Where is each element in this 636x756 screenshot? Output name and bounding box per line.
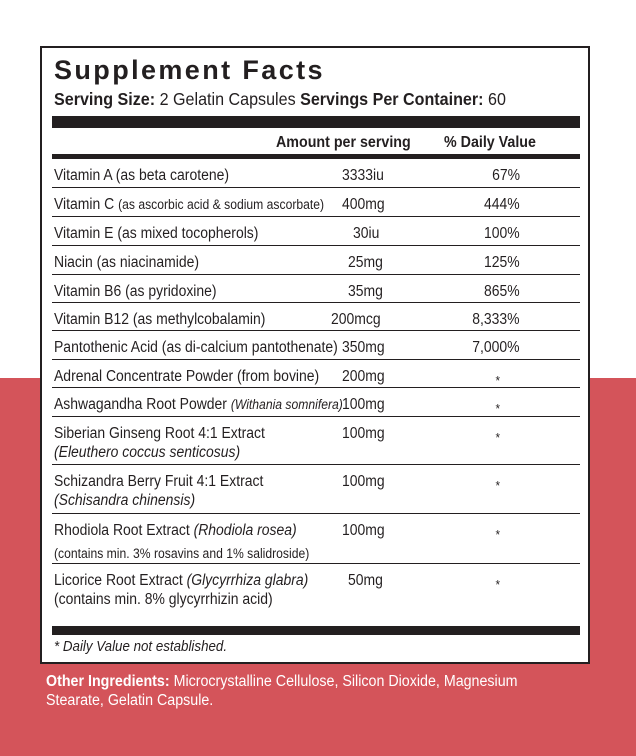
nutrient-name: Rhodiola Root Extract (Rhodiola rosea) — [54, 522, 297, 539]
nutrient-amount: 200mg — [342, 368, 385, 385]
nutrient-amount: 50mg — [348, 572, 383, 589]
servings-per-container-value: 60 — [483, 89, 506, 109]
table-row: Adrenal Concentrate Powder (from bovine)… — [52, 360, 580, 388]
nutrient-amount: 25mg — [348, 254, 383, 271]
table-row: Schizandra Berry Fruit 4:1 Extract (Schi… — [52, 465, 580, 514]
table-row: Vitamin B12 (as methylcobalamin) 200mcg … — [52, 303, 580, 331]
other-ingredients: Other Ingredients: Microcrystalline Cell… — [46, 672, 561, 710]
nutrient-amount: 100mg — [342, 425, 385, 442]
top-divider-bar — [52, 116, 580, 128]
table-row: Vitamin A (as beta carotene) 3333iu 67% — [52, 159, 580, 188]
nutrient-name: Vitamin C (as ascorbic acid & sodium asc… — [54, 196, 325, 213]
nutrient-daily-value: 7,000% — [472, 339, 520, 356]
nutrient-note: (contains min. 8% glycyrrhizin acid) — [54, 591, 273, 608]
servings-per-container-label: Servings Per Container: — [300, 89, 484, 109]
nutrient-daily-value: 100% — [484, 225, 520, 242]
table-row: Siberian Ginseng Root 4:1 Extract (Eleut… — [52, 417, 580, 465]
nutrient-daily-value: * — [495, 373, 500, 388]
nutrient-note: (contains min. 3% rosavins and 1% salidr… — [54, 546, 310, 561]
daily-value-column-header: % Daily Value — [444, 134, 536, 151]
nutrient-amount: 3333iu — [342, 167, 384, 184]
nutrient-name: Siberian Ginseng Root 4:1 Extract — [54, 425, 265, 442]
supplement-facts-panel: Supplement Facts Serving Size: 2 Gelatin… — [40, 46, 590, 664]
nutrient-daily-value: * — [495, 430, 500, 445]
nutrient-name: Vitamin B6 (as pyridoxine) — [54, 283, 217, 300]
nutrient-name: Schizandra Berry Fruit 4:1 Extract — [54, 473, 264, 490]
other-ingredients-text: Microcrystalline Cellulose, Silicon Diox… — [46, 673, 518, 709]
nutrient-amount: 100mg — [342, 396, 385, 413]
nutrient-daily-value: 125% — [484, 254, 520, 271]
serving-info: Serving Size: 2 Gelatin Capsules Serving… — [54, 88, 506, 110]
nutrient-name: Ashwagandha Root Powder (Withania somnif… — [54, 396, 343, 413]
amount-column-header: Amount per serving — [276, 134, 411, 151]
table-row: Niacin (as niacinamide) 25mg 125% — [52, 246, 580, 275]
table-row: Rhodiola Root Extract (Rhodiola rosea) (… — [52, 514, 580, 564]
serving-size-value: 2 Gelatin Capsules — [155, 89, 301, 109]
nutrient-name: Vitamin E (as mixed tocopherols) — [54, 225, 259, 242]
nutrient-name: Vitamin B12 (as methylcobalamin) — [54, 311, 266, 328]
header-divider-bar — [52, 154, 580, 159]
nutrient-amount: 35mg — [348, 283, 383, 300]
serving-size-label: Serving Size: — [54, 89, 156, 109]
nutrient-daily-value: * — [495, 527, 500, 542]
nutrient-name: Niacin (as niacinamide) — [54, 254, 199, 271]
table-row: Vitamin E (as mixed tocopherols) 30iu 10… — [52, 217, 580, 246]
table-row: Vitamin C (as ascorbic acid & sodium asc… — [52, 188, 580, 217]
nutrient-amount: 100mg — [342, 522, 385, 539]
nutrient-daily-value: 8,333% — [472, 311, 520, 328]
panel-title: Supplement Facts — [54, 55, 325, 85]
nutrient-daily-value: * — [495, 577, 500, 592]
nutrient-daily-value: * — [495, 401, 500, 416]
nutrient-name: Vitamin A (as beta carotene) — [54, 167, 230, 184]
table-row: Pantothenic Acid (as di-calcium pantothe… — [52, 331, 580, 360]
nutrient-daily-value: * — [495, 478, 500, 493]
table-row: Vitamin B6 (as pyridoxine) 35mg 865% — [52, 275, 580, 303]
nutrient-amount: 400mg — [342, 196, 385, 213]
nutrient-amount: 100mg — [342, 473, 385, 490]
nutrient-name: Licorice Root Extract (Glycyrrhiza glabr… — [54, 572, 309, 589]
nutrient-daily-value: 67% — [492, 167, 520, 184]
nutrient-botanical-name: (Schisandra chinensis) — [54, 492, 196, 509]
table-row: Ashwagandha Root Powder (Withania somnif… — [52, 388, 580, 417]
nutrient-amount: 30iu — [353, 225, 380, 242]
nutrient-daily-value: 865% — [484, 283, 520, 300]
nutrient-daily-value: 444% — [484, 196, 520, 213]
table-row: Licorice Root Extract (Glycyrrhiza glabr… — [52, 564, 580, 614]
nutrient-name: Pantothenic Acid (as di-calcium pantothe… — [54, 339, 338, 356]
nutrient-name: Adrenal Concentrate Powder (from bovine) — [54, 368, 320, 385]
nutrient-amount: 350mg — [342, 339, 385, 356]
other-ingredients-label: Other Ingredients: — [46, 673, 170, 690]
bottom-divider-bar — [52, 626, 580, 635]
daily-value-footnote: * Daily Value not established. — [54, 639, 228, 655]
nutrient-amount: 200mcg — [331, 311, 381, 328]
nutrient-botanical-name: (Eleuthero coccus senticosus) — [54, 444, 241, 461]
nutrient-table: Vitamin A (as beta carotene) 3333iu 67% … — [52, 159, 580, 614]
